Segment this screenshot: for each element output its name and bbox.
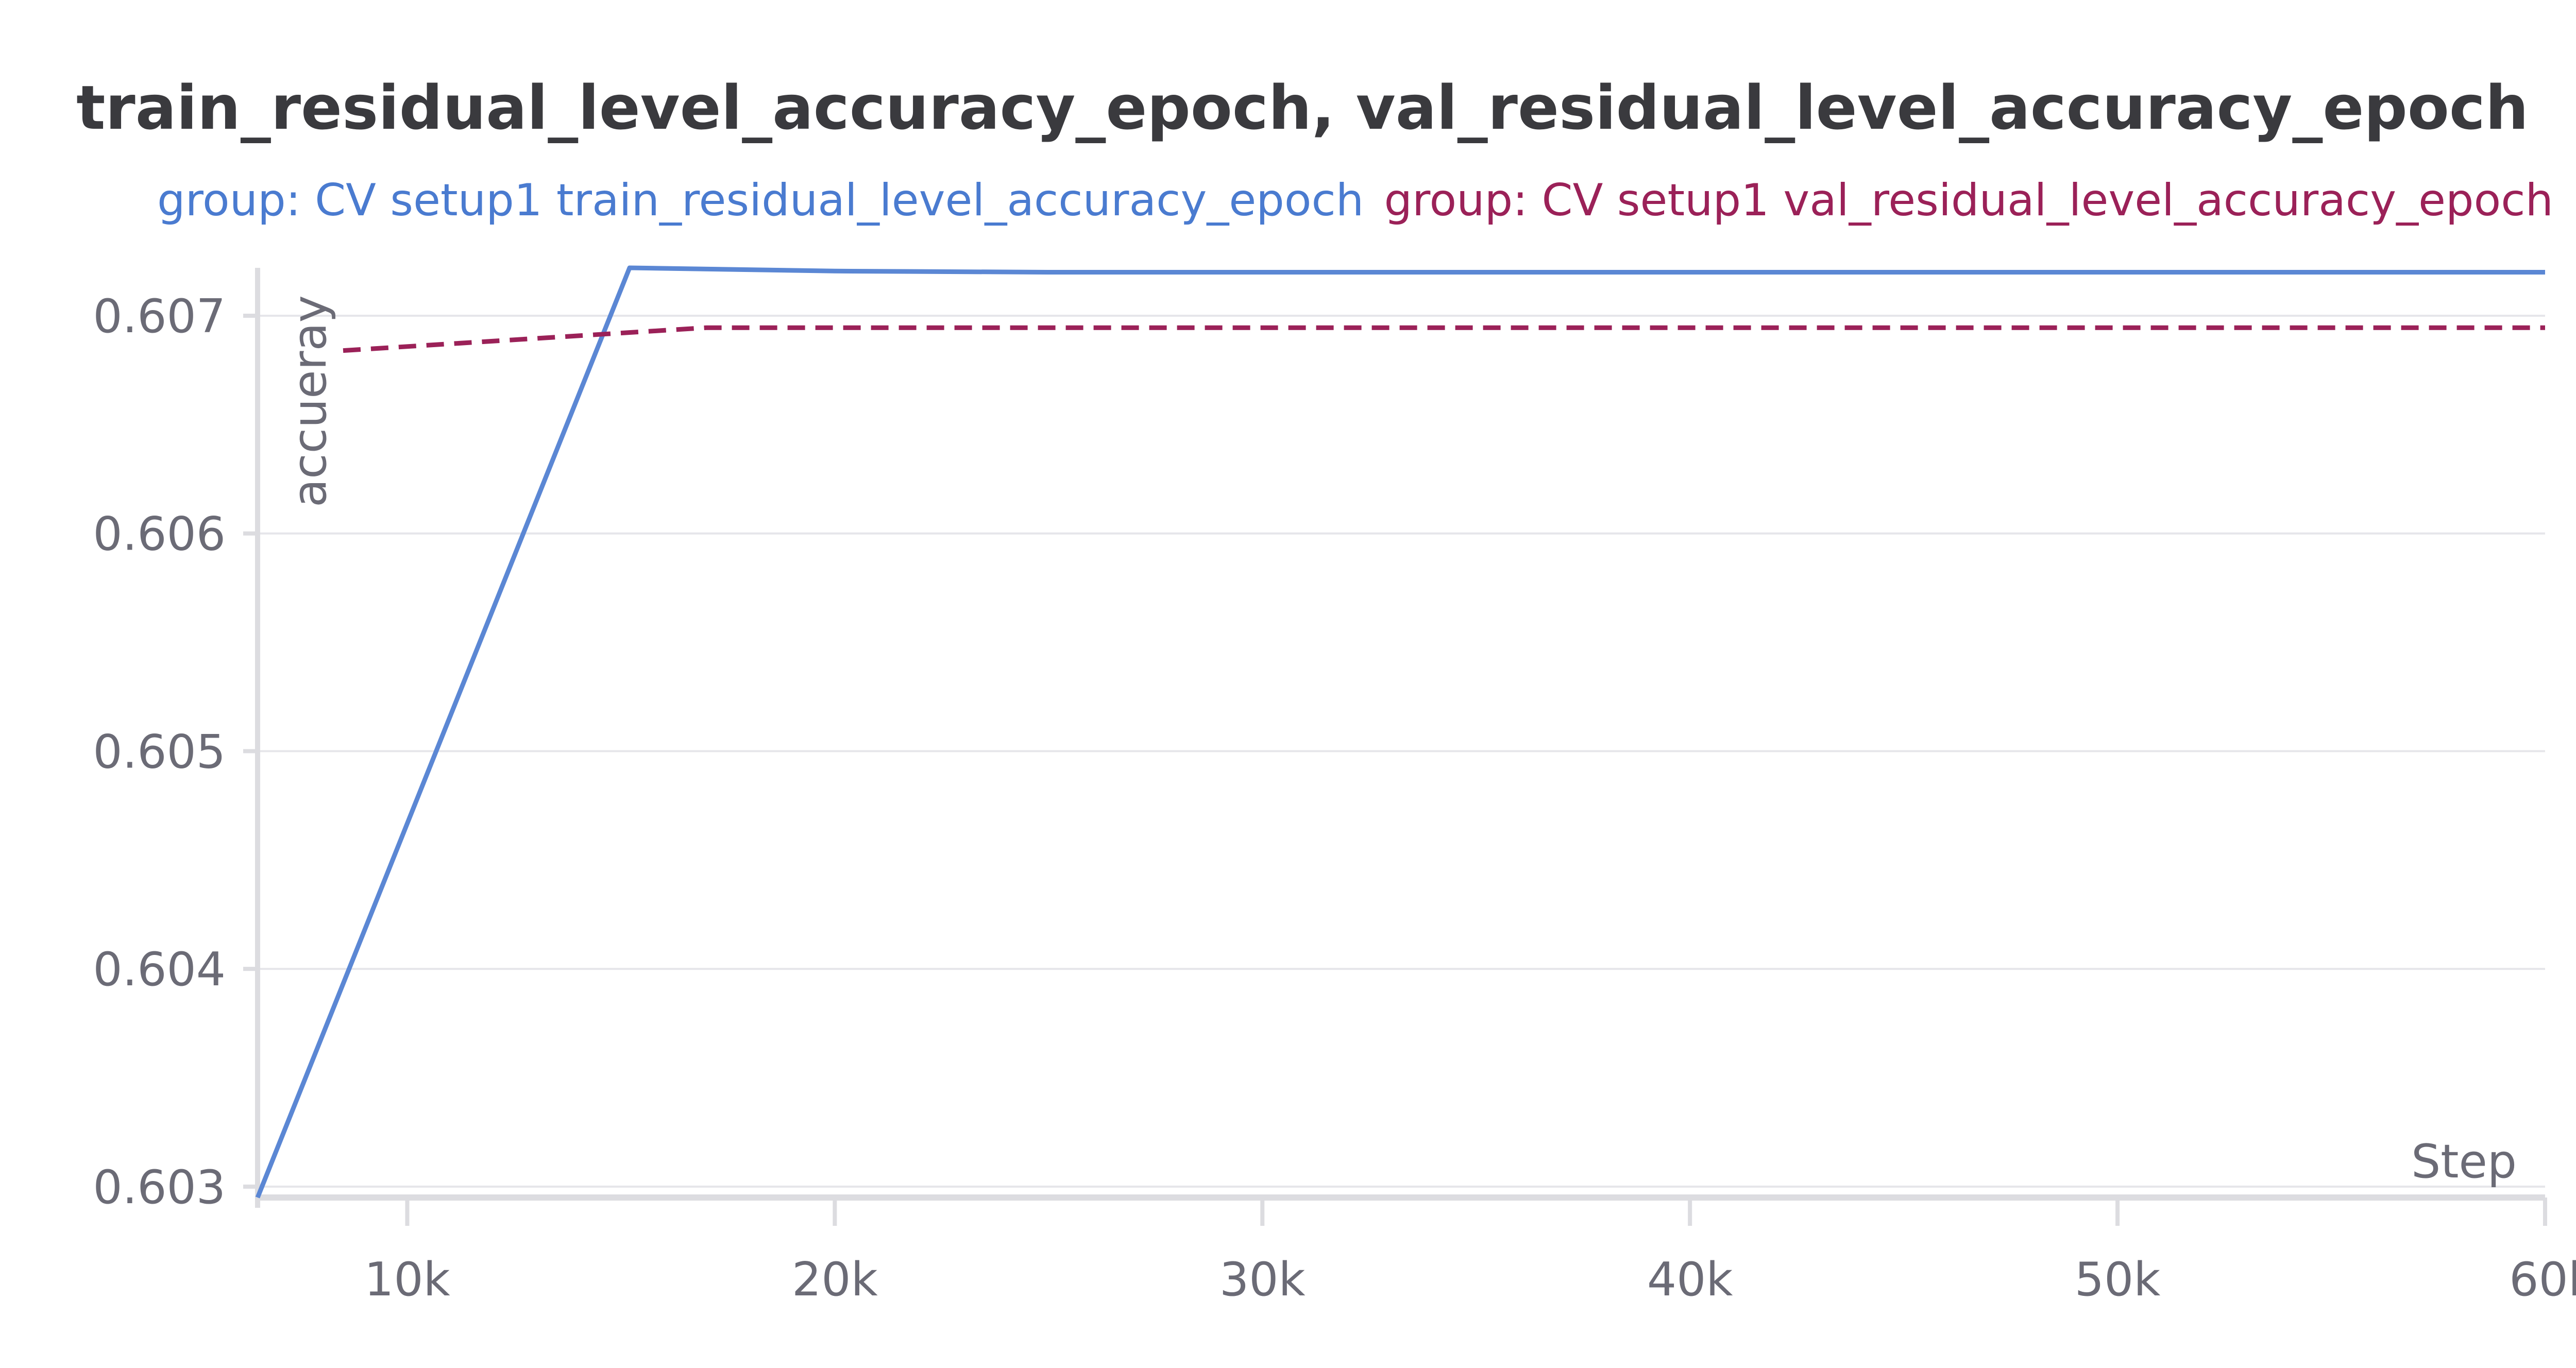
- x-axis-label: Step: [2411, 1135, 2517, 1189]
- x-tick-label: 50k: [2075, 1253, 2161, 1307]
- chart-title: train_residual_level_accuracy_epoch, val…: [76, 72, 2529, 143]
- axes: [255, 268, 2545, 1208]
- y-tick-label: 0.605: [93, 725, 226, 779]
- series-line-train: [255, 265, 2545, 1199]
- x-tick-label: 30k: [1219, 1253, 1306, 1307]
- y-tick-label: 0.603: [93, 1160, 226, 1215]
- grid-lines: [258, 314, 2545, 1188]
- x-tick-label: 40k: [1647, 1253, 1733, 1307]
- x-tick-label: 10k: [364, 1253, 450, 1307]
- y-axis-label: accueray: [283, 295, 337, 507]
- series-lines: [255, 265, 2545, 1199]
- y-tick-label: 0.604: [93, 943, 226, 997]
- x-tick-label: 20k: [792, 1253, 878, 1307]
- legend-val-series[interactable]: group: CV setup1 val_residual_level_accu…: [1384, 175, 2553, 226]
- legend-train-series[interactable]: group: CV setup1 train_residual_level_ac…: [157, 175, 1364, 226]
- y-tick-label: 0.606: [93, 507, 226, 561]
- x-tick-label: 60l: [2509, 1253, 2576, 1307]
- x-axis-ticks: 10k 20k 30k 40k 50k 60l: [364, 1198, 2576, 1307]
- y-tick-label: 0.607: [93, 289, 226, 344]
- y-axis-ticks: 0.603 0.604 0.605 0.606 0.607: [93, 289, 258, 1215]
- series-line-val: [343, 325, 2545, 353]
